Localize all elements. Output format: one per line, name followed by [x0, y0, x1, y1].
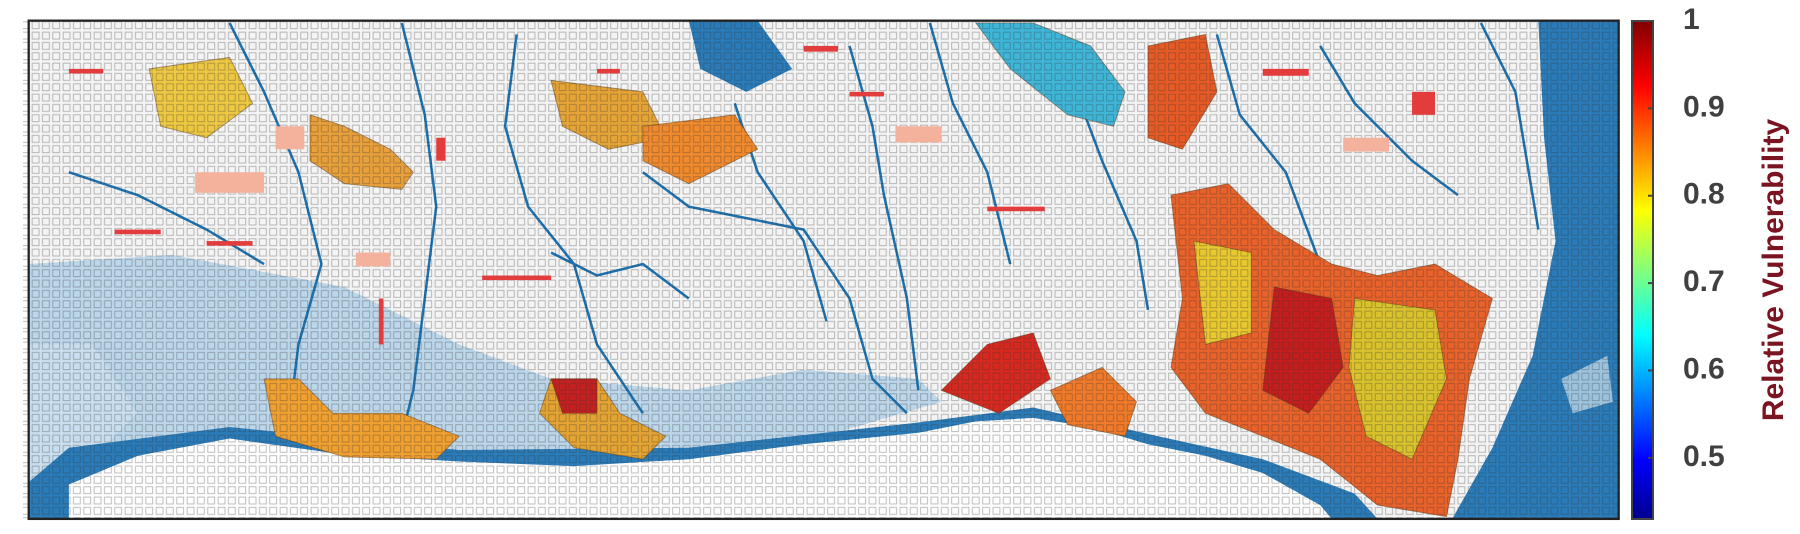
- colorbar-ramp: [1631, 20, 1654, 520]
- colorbar-tick-label: 0.5: [1683, 440, 1725, 473]
- colorbar: Relative Vulnerability 0.5 0.6 0.7 0.8 0.9 1: [1631, 3, 1790, 520]
- colorbar-tick-label: 0.6: [1683, 352, 1725, 385]
- hotspots: [22, 20, 1619, 519]
- colorbar-tick-label: 0.7: [1683, 265, 1725, 298]
- urban-specks: [68, 45, 1435, 345]
- colorbar-tick-label: 0.9: [1683, 90, 1725, 123]
- map-frame: [27, 19, 1620, 521]
- colorbar-tick-label: 1: [1683, 3, 1700, 36]
- map: [22, 19, 1620, 521]
- colorbar-tick-label: 0.8: [1683, 178, 1725, 211]
- colorbar-label: Relative Vulnerability: [1757, 119, 1790, 422]
- salmon-patches: [195, 126, 1390, 267]
